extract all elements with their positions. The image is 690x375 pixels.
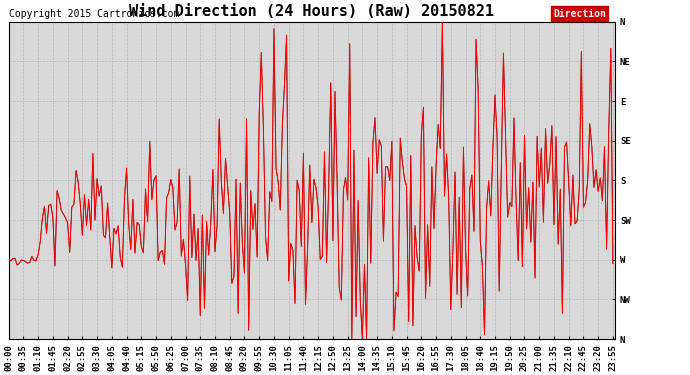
Text: Copyright 2015 Cartronics.com: Copyright 2015 Cartronics.com [9,9,179,18]
Text: Direction: Direction [553,9,606,18]
Title: Wind Direction (24 Hours) (Raw) 20150821: Wind Direction (24 Hours) (Raw) 20150821 [129,4,494,19]
